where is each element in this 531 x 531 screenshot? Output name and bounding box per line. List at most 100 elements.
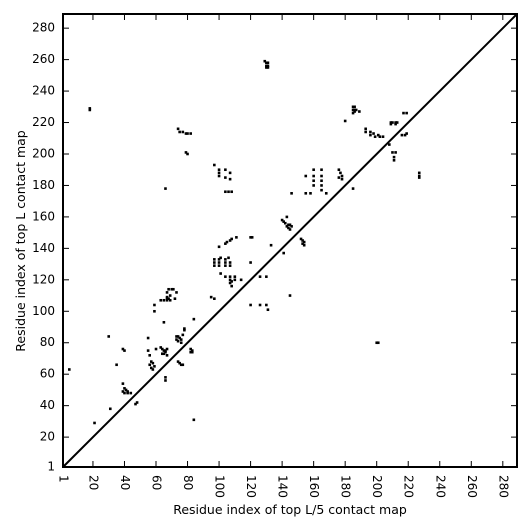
contact-point: [417, 176, 421, 179]
contact-point: [162, 298, 166, 302]
contact-point: [162, 320, 166, 324]
contact-point: [299, 237, 303, 241]
contact-point: [88, 108, 92, 112]
contact-point: [179, 341, 183, 345]
contact-point: [192, 418, 196, 422]
contact-point: [312, 174, 315, 178]
contact-point: [170, 287, 174, 291]
x-tick-label: 200: [370, 475, 384, 498]
y-tick-label: 280: [32, 21, 55, 35]
contact-point: [135, 401, 139, 404]
contact-point: [181, 333, 185, 337]
contact-point: [224, 168, 227, 172]
y-tick-label: 20: [40, 430, 55, 444]
contact-point: [375, 341, 378, 345]
contact-point: [354, 108, 358, 112]
contact-point: [227, 256, 230, 260]
y-tick-label: 180: [32, 178, 55, 192]
x-tick-label: 220: [402, 475, 416, 498]
contact-point: [183, 328, 186, 332]
contact-point: [213, 163, 216, 167]
x-tick-labels: 1 20 40 60 80 100 120 140 160 180 200 220 240 260 280: [57, 475, 511, 498]
contact-point: [312, 179, 315, 183]
x-tick-label: 20: [86, 475, 100, 490]
contact-point: [115, 363, 118, 367]
x-tick-label: 280: [496, 475, 510, 498]
contact-point: [376, 341, 380, 345]
contact-point: [181, 363, 185, 367]
x-tick-label: 60: [150, 475, 164, 490]
contact-point: [167, 297, 170, 300]
contact-point: [285, 225, 289, 228]
y-tick-label: 100: [32, 304, 55, 318]
contact-point: [124, 388, 128, 392]
contact-point: [168, 294, 172, 297]
contact-point: [161, 347, 164, 351]
contact-point: [217, 245, 221, 249]
contact-point: [343, 119, 347, 123]
contact-point: [224, 190, 227, 194]
contact-point: [285, 215, 289, 219]
y-tick-label: 140: [32, 241, 55, 255]
contact-point: [184, 132, 188, 135]
contact-point: [265, 61, 268, 65]
contact-point: [378, 135, 382, 138]
plot-frame: [62, 13, 518, 468]
contact-point: [121, 382, 125, 385]
y-tick-label: 160: [32, 209, 55, 223]
contact-point: [351, 111, 355, 115]
x-tick-label: 260: [465, 475, 479, 498]
contact-point: [224, 176, 227, 179]
contact-point: [230, 280, 233, 283]
contact-point: [364, 130, 367, 134]
contact-point: [224, 261, 227, 264]
contact-point: [235, 236, 238, 239]
contact-point: [388, 143, 391, 146]
contact-point: [265, 66, 268, 69]
contact-point: [123, 349, 126, 352]
contact-point: [217, 171, 221, 175]
contact-point: [165, 291, 169, 294]
contact-point: [249, 236, 252, 239]
contact-point: [230, 237, 233, 241]
contact-point: [312, 184, 315, 187]
contact-point: [230, 190, 233, 194]
contact-point: [164, 187, 167, 190]
contact-point: [161, 352, 164, 356]
contact-point: [265, 275, 268, 278]
contact-point: [228, 177, 232, 181]
contact-point: [287, 226, 290, 230]
contact-point: [213, 258, 216, 261]
contact-point: [148, 363, 151, 367]
contact-point: [219, 256, 222, 260]
contact-point: [126, 390, 129, 393]
contact-point: [239, 278, 243, 282]
y-tick-label: 80: [40, 335, 55, 349]
contact-point: [320, 174, 323, 178]
contact-point: [228, 171, 232, 175]
contact-point: [186, 132, 189, 135]
contact-point: [178, 361, 181, 365]
x-axis-label: Residue index of top L/5 contact map: [173, 502, 407, 517]
contact-point: [287, 223, 290, 227]
contact-point: [228, 264, 232, 267]
contact-point: [153, 303, 156, 307]
x-tick-label: 80: [181, 475, 195, 490]
contact-point: [369, 130, 372, 134]
y-tick-label: 120: [32, 272, 55, 286]
contact-point: [392, 158, 396, 162]
contact-point: [123, 387, 126, 390]
contact-point: [340, 174, 344, 178]
contact-point: [351, 187, 355, 190]
contact-point: [280, 218, 284, 222]
contact-point: [186, 152, 189, 156]
contact-point: [301, 242, 304, 245]
contact-point: [126, 391, 129, 395]
contact-point: [219, 272, 222, 275]
contact-point: [304, 192, 308, 195]
contact-point: [417, 171, 421, 175]
contact-point: [167, 287, 170, 291]
contact-point: [151, 361, 155, 365]
contact-point: [224, 275, 227, 278]
